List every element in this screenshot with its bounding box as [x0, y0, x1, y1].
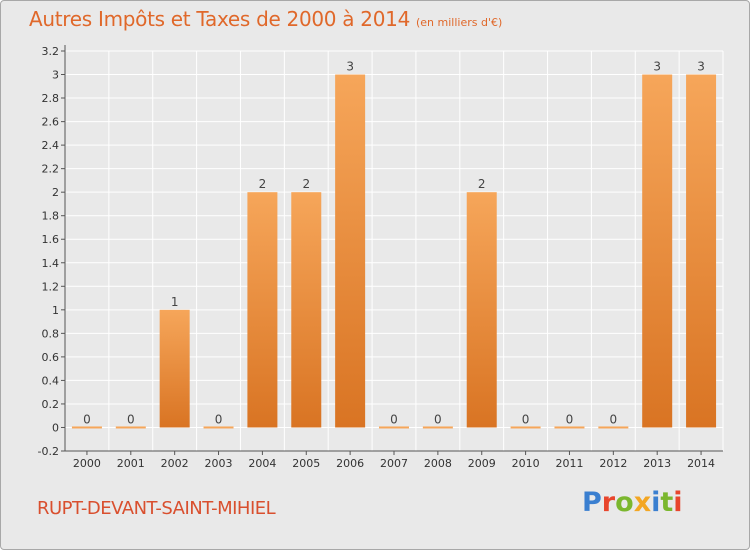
- y-tick-label: 0.4: [42, 374, 60, 387]
- x-tick-label-2008: 2008: [424, 457, 452, 470]
- bars: [71, 74, 717, 429]
- value-label-2008: 0: [434, 412, 442, 426]
- bar-2002: [159, 309, 190, 428]
- y-tick-label: 0: [52, 421, 59, 434]
- value-label-2003: 0: [215, 412, 223, 426]
- value-label-2009: 2: [478, 177, 486, 191]
- value-label-2005: 2: [302, 177, 310, 191]
- y-tick-label: 2.6: [42, 116, 60, 129]
- y-tick-label: 1: [52, 304, 59, 317]
- bar-2010: [510, 426, 541, 429]
- value-label-2001: 0: [127, 412, 135, 426]
- logo-letter: r: [601, 487, 616, 518]
- y-tick-label: 3.2: [42, 45, 60, 58]
- y-tick-label: 1.2: [42, 280, 60, 293]
- y-tick-label: 2.2: [42, 163, 60, 176]
- value-label-2010: 0: [522, 412, 530, 426]
- x-tick-label-2002: 2002: [161, 457, 189, 470]
- x-tick-label-2010: 2010: [512, 457, 540, 470]
- y-tick-label: 1.8: [42, 210, 60, 223]
- y-tick-label: 1.4: [42, 257, 60, 270]
- logo-letter: i: [651, 487, 661, 518]
- x-tick-label-2013: 2013: [643, 457, 671, 470]
- value-label-2011: 0: [566, 412, 574, 426]
- logo-letter: i: [673, 487, 683, 518]
- chart-title: Autres Impôts et Taxes de 2000 à 2014 (en…: [29, 7, 502, 31]
- x-tick-label-2001: 2001: [117, 457, 145, 470]
- value-label-2006: 3: [346, 60, 354, 74]
- y-tick-label: 0.8: [42, 327, 60, 340]
- x-tick-label-2007: 2007: [380, 457, 408, 470]
- logo-letter: t: [660, 487, 674, 518]
- bar-2008: [422, 426, 453, 429]
- x-tick-label-2000: 2000: [73, 457, 101, 470]
- y-tick-label: 3: [52, 69, 59, 82]
- y-tick-label: 1.6: [42, 233, 60, 246]
- commune-name: RUPT-DEVANT-SAINT-MIHIEL: [37, 498, 276, 519]
- bar-2003: [203, 426, 234, 429]
- bar-2000: [71, 426, 102, 429]
- value-label-2012: 0: [610, 412, 618, 426]
- bar-2007: [379, 426, 409, 429]
- x-tick-label-2012: 2012: [599, 457, 627, 470]
- logo-letter: x: [633, 487, 652, 518]
- x-tick-label-2011: 2011: [555, 457, 583, 470]
- x-tick-label-2004: 2004: [248, 457, 276, 470]
- y-tick-label: 2: [52, 186, 59, 199]
- axes: -0.2 0 0.2 0.4 0.6 0.8 1 1.2 1.4 1.6 1.8 2 2.2 2.4 2.6…: [38, 45, 723, 470]
- y-tick-label: 0.6: [42, 351, 60, 364]
- bar-2013: [642, 74, 673, 428]
- logo-letter: P: [582, 487, 602, 518]
- proxiti-logo[interactable]: Proxiti: [582, 487, 683, 518]
- chart-title-text: Autres Impôts et Taxes de 2000 à 2014: [29, 7, 410, 31]
- bar-2009: [466, 192, 497, 428]
- value-label-2013: 3: [653, 60, 661, 74]
- value-label-2002: 1: [171, 295, 179, 309]
- bar-2012: [598, 426, 629, 429]
- x-tick-label-2006: 2006: [336, 457, 364, 470]
- bar-2005: [291, 192, 322, 428]
- value-label-2007: 0: [390, 412, 398, 426]
- y-tick-label: 0.2: [42, 398, 60, 411]
- bar-2006: [335, 74, 366, 428]
- bar-2014: [686, 74, 717, 428]
- y-tick-label: -0.2: [38, 445, 59, 458]
- x-tick-label-2014: 2014: [687, 457, 715, 470]
- value-label-2014: 3: [697, 60, 705, 74]
- y-tick-label: 2.8: [42, 92, 60, 105]
- bar-2004: [247, 192, 278, 428]
- chart-subtitle: (en milliers d'€): [416, 16, 503, 29]
- bar-2001: [115, 426, 146, 429]
- value-labels: 0 0 1 0 2 2 3 0 0 2 0 0 0 3 3: [83, 60, 705, 427]
- x-tick-label-2005: 2005: [292, 457, 320, 470]
- bar-2011: [554, 426, 585, 429]
- value-label-2004: 2: [259, 177, 267, 191]
- logo-letter: o: [615, 487, 634, 518]
- value-label-2000: 0: [83, 412, 91, 426]
- x-tick-label-2003: 2003: [205, 457, 233, 470]
- y-tick-label: 2.4: [42, 139, 60, 152]
- x-tick-label-2009: 2009: [468, 457, 496, 470]
